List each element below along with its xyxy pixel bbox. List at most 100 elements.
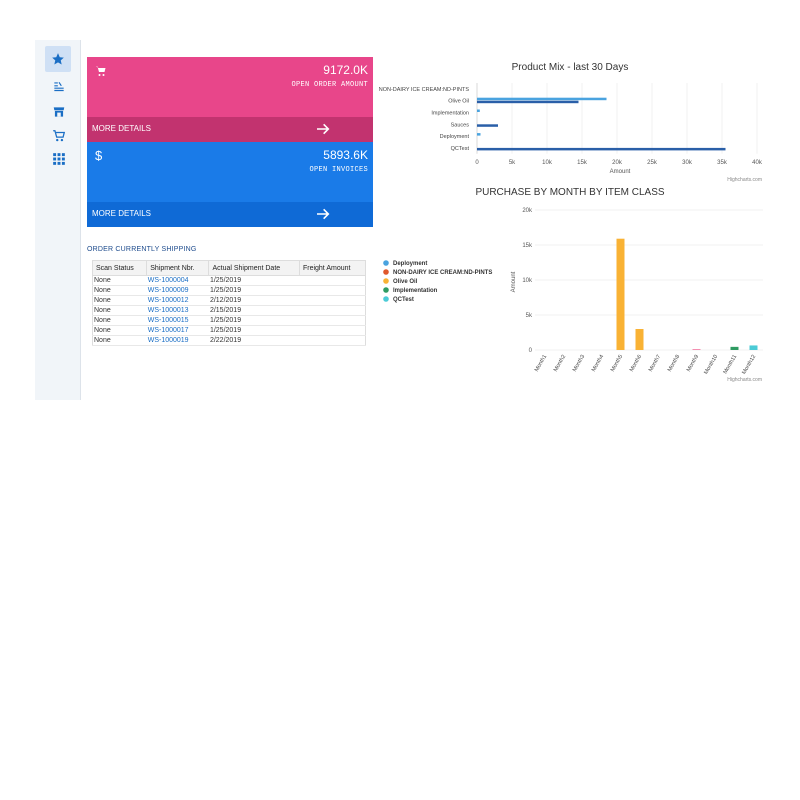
freight-amount-cell xyxy=(299,315,366,326)
shipment-date-cell: 2/15/2019 xyxy=(208,305,300,316)
apps-grid-icon xyxy=(53,153,65,165)
arrow-right-icon xyxy=(317,123,330,135)
shipment-date-cell: 2/12/2019 xyxy=(208,295,300,306)
chart-y-tick-labels: 0 5k 10k 15k 20k xyxy=(522,208,533,354)
legend-item[interactable]: NON-DAIRY ICE CREAM:ND-PINTS xyxy=(393,270,492,276)
sidebar-item-cart[interactable] xyxy=(47,125,71,147)
sidebar xyxy=(35,40,81,400)
legend-marker xyxy=(383,296,389,302)
chart-bars xyxy=(616,238,758,350)
bar[interactable] xyxy=(477,147,726,151)
bar[interactable] xyxy=(730,346,739,350)
sidebar-item-store[interactable] xyxy=(47,101,71,123)
chart-bars xyxy=(477,97,726,151)
x-tick-label: Month6 xyxy=(629,354,643,373)
shipment-nbr-link[interactable]: WS-1000004 xyxy=(146,275,209,286)
x-tick-label: Month9 xyxy=(686,354,700,373)
shipment-nbr-link[interactable]: WS-1000019 xyxy=(146,335,209,346)
legend-marker xyxy=(383,278,389,284)
x-tick-label: Month8 xyxy=(667,354,681,373)
shipment-nbr-link[interactable]: WS-1000015 xyxy=(146,315,209,326)
sidebar-item-apps[interactable] xyxy=(47,148,71,170)
column-header[interactable]: Actual Shipment Date xyxy=(208,260,300,276)
tile-value: 9172.0K xyxy=(323,63,368,77)
category-label: Implementation xyxy=(431,111,469,117)
x-tick-label: 25k xyxy=(647,160,658,166)
tile-header: 9172.0K OPEN ORDER AMOUNT xyxy=(87,57,373,117)
table-row[interactable]: None WS-1000019 2/22/2019 xyxy=(92,335,366,346)
x-tick-label: 10k xyxy=(542,160,553,166)
legend-marker xyxy=(383,260,389,266)
chart-x-tick-labels: Month1 Month2 Month3 Month4 Month5 Month6 Mont… xyxy=(534,354,757,376)
shipment-nbr-link[interactable]: WS-1000017 xyxy=(146,325,209,336)
bar[interactable] xyxy=(477,100,579,104)
bar[interactable] xyxy=(692,349,701,350)
product-mix-chart: Product Mix - last 30 Days NON-DAIRY ICE… xyxy=(379,62,763,183)
table-row[interactable]: None WS-1000009 1/25/2019 xyxy=(92,285,366,296)
bar[interactable] xyxy=(635,329,644,350)
orders-section-title: ORDER CURRENTLY SHIPPING xyxy=(87,246,197,253)
tile-value: 5893.6K xyxy=(323,148,368,162)
x-tick-label: 0 xyxy=(475,160,479,166)
bar[interactable] xyxy=(616,238,625,350)
more-details-label: MORE DETAILS xyxy=(92,209,151,218)
table-row[interactable]: None WS-1000013 2/15/2019 xyxy=(92,305,366,316)
legend-item[interactable]: Olive Oil xyxy=(393,279,418,285)
arrow-right-icon xyxy=(317,208,330,220)
scan-status-cell: None xyxy=(92,335,147,346)
bar[interactable] xyxy=(477,124,498,127)
bar[interactable] xyxy=(749,345,758,350)
x-axis-label: Amount xyxy=(610,169,631,175)
legend-marker xyxy=(383,287,389,293)
column-header[interactable]: Freight Amount xyxy=(298,260,367,276)
tile-caption: OPEN ORDER AMOUNT xyxy=(291,81,368,89)
dollar-icon: $ xyxy=(95,148,103,163)
sidebar-item-list[interactable] xyxy=(47,76,71,98)
scan-status-cell: None xyxy=(92,325,147,336)
store-icon xyxy=(53,107,65,117)
purchase-by-month-chart: PURCHASE BY MONTH BY ITEM CLASS 0 5k 10k 15… xyxy=(383,187,763,383)
shipment-nbr-link[interactable]: WS-1000013 xyxy=(146,305,209,316)
more-details-button[interactable]: MORE DETAILS xyxy=(87,117,373,142)
freight-amount-cell xyxy=(299,295,366,306)
more-details-button[interactable]: MORE DETAILS xyxy=(87,202,373,227)
x-tick-label: 15k xyxy=(577,160,588,166)
y-tick-label: 15k xyxy=(522,243,533,249)
table-row[interactable]: None WS-1000017 1/25/2019 xyxy=(92,325,366,336)
cart-icon xyxy=(96,66,106,76)
chart-legend: Deployment NON-DAIRY ICE CREAM:ND-PINTS Ol… xyxy=(383,260,492,303)
bar[interactable] xyxy=(477,97,607,101)
more-details-label: MORE DETAILS xyxy=(92,124,151,133)
table-row[interactable]: None WS-1000015 1/25/2019 xyxy=(92,315,366,326)
x-tick-label: Month3 xyxy=(572,354,586,373)
freight-amount-cell xyxy=(299,285,366,296)
sidebar-item-favorites[interactable] xyxy=(45,46,71,72)
scan-status-cell: None xyxy=(92,295,147,306)
category-label: QCTest xyxy=(451,146,470,152)
x-tick-label: Month2 xyxy=(553,354,567,373)
x-tick-label: Month4 xyxy=(591,354,605,373)
legend-item[interactable]: QCTest xyxy=(393,297,414,303)
scan-status-cell: None xyxy=(92,285,147,296)
chart-credits[interactable]: Highcharts.com xyxy=(727,177,762,183)
bar[interactable] xyxy=(477,133,481,136)
table-row[interactable]: None WS-1000012 2/12/2019 xyxy=(92,295,366,306)
y-tick-label: 10k xyxy=(522,278,533,284)
column-header[interactable]: Scan Status xyxy=(91,260,148,276)
freight-amount-cell xyxy=(299,325,366,336)
shipment-nbr-link[interactable]: WS-1000009 xyxy=(146,285,209,296)
legend-item[interactable]: Implementation xyxy=(393,288,438,294)
bar[interactable] xyxy=(477,109,480,113)
table-row[interactable]: None WS-1000004 1/25/2019 xyxy=(92,275,366,286)
legend-marker xyxy=(383,269,389,275)
chart-credits[interactable]: Highcharts.com xyxy=(727,377,762,383)
legend-item[interactable]: Deployment xyxy=(393,261,427,267)
chart-category-labels: NON-DAIRY ICE CREAM:ND-PINTS Olive Oil Imp… xyxy=(379,87,470,152)
x-tick-label: Month11 xyxy=(723,354,739,375)
freight-amount-cell xyxy=(299,305,366,316)
cart-icon xyxy=(53,130,66,142)
shipment-nbr-link[interactable]: WS-1000012 xyxy=(146,295,209,306)
x-tick-label: 5k xyxy=(509,160,516,166)
column-header[interactable]: Shipment Nbr. xyxy=(146,260,210,276)
scan-status-cell: None xyxy=(92,315,147,326)
